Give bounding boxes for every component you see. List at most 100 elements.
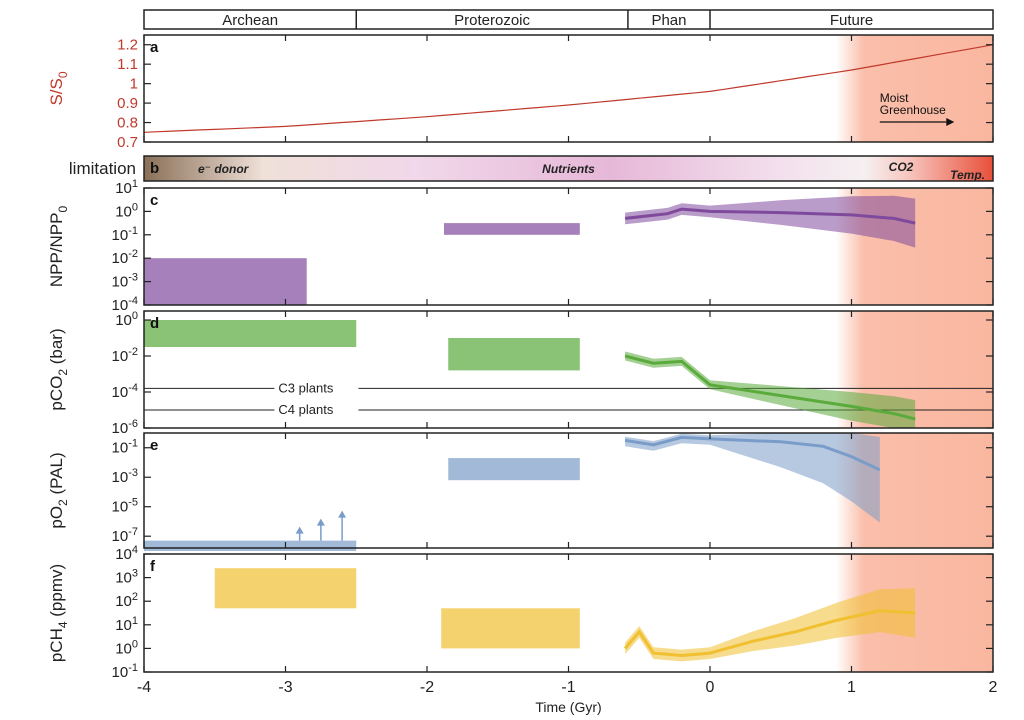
- panel-e-ytick-label-0-base: 10: [112, 440, 129, 457]
- panel-f-ytick-label-4-exp: 0: [132, 638, 138, 650]
- panel-f-proxy-box-0: [214, 568, 357, 609]
- panel-e-ytick-label-0-exp: -1: [128, 438, 138, 450]
- panel-e-ytick-label-2-exp: -5: [128, 497, 138, 509]
- panel-c-ytick-label-2-base: 10: [112, 227, 129, 244]
- panel-e-proxy-box-1: [448, 458, 580, 481]
- panel-f-series-envelope: [625, 588, 916, 662]
- panel-a-letter: a: [150, 39, 159, 56]
- panel-a-ytick-label-3: 1: [130, 76, 138, 93]
- panel-f-ylabel: pCH4 (ppmv): [47, 564, 70, 662]
- panel-a-ylabel-main: S/S: [47, 78, 66, 105]
- eon-label-proterozoic: Proterozoic: [454, 12, 530, 29]
- panel-d-ytick-label-3-base: 10: [112, 420, 129, 437]
- panel-e-arrow-head-1: [316, 518, 325, 526]
- panel-f-ytick-label-3-exp: 1: [132, 615, 138, 627]
- panel-f-ytick-label-3: 101: [115, 615, 138, 634]
- panel-e-ylabel-main: pO: [47, 506, 66, 529]
- panel-e-ytick-label-2: 10-5: [112, 497, 138, 516]
- panel-f-ytick-label-0-exp: 4: [132, 544, 138, 556]
- panel-d-series-line: [624, 354, 916, 421]
- panel-a-ytick-label-2: 0.9: [117, 95, 138, 112]
- panel-d-refline-label-bg-0: [274, 379, 359, 395]
- panel-f-ytick-label-4-base: 10: [115, 640, 132, 657]
- panel-d-ytick-label-1-base: 10: [112, 348, 129, 365]
- panel-f-ytick-label-5: 10-1: [112, 662, 138, 681]
- panel-d-refline-label-bg-1: [274, 401, 359, 416]
- panel-c-ytick-label-4: 10-3: [112, 272, 138, 291]
- panel-d-refline-label-0: C3 plants: [278, 380, 333, 395]
- panel-a-ytick-label-1: 0.8: [117, 115, 138, 132]
- panel-f-ytick-label-3-base: 10: [115, 617, 132, 634]
- panel-c-ytick-label-4-base: 10: [112, 274, 129, 291]
- panel-d-ytick-label-2-base: 10: [112, 384, 129, 401]
- panel-d-ylabel-sub: 2: [56, 369, 70, 376]
- panel-b-label-e-donor: e⁻ donor: [198, 162, 250, 176]
- panel-e-proxy-box-0: [144, 540, 357, 551]
- panel-e-ytick-label-3-base: 10: [112, 528, 129, 545]
- eon-label-phan: Phan: [651, 12, 686, 29]
- panel-c-ytick-label-2-exp: -1: [128, 225, 138, 237]
- panel-e-ytick-label-1: 10-3: [112, 467, 138, 486]
- panel-f-ytick-label-0: 104: [115, 544, 138, 563]
- panel-c-ylabel-sub: 0: [56, 206, 70, 213]
- xtick-label-0: -4: [137, 679, 151, 696]
- panel-f-ylabel-tail: (ppmv): [47, 564, 66, 622]
- panel-c-ytick-label-5: 10-4: [112, 295, 138, 314]
- panel-c-ytick-label-5-exp: -4: [128, 295, 138, 307]
- panel-d-ytick-label-2-exp: -4: [128, 382, 138, 394]
- panel-a-ytick-label-4: 1.1: [117, 56, 138, 73]
- eon-label-future: Future: [830, 12, 873, 29]
- panel-d-ylabel-main: pCO: [47, 376, 66, 411]
- panel-d-proxy-box-1: [448, 338, 580, 371]
- panel-d-ytick-label-3: 10-6: [112, 418, 138, 437]
- panel-c-series-line: [624, 207, 916, 225]
- panel-e-ytick-label-0: 10-1: [112, 438, 138, 457]
- panel-a-ylabel-sub: 0: [56, 71, 70, 78]
- panel-c-ytick-label-0: 101: [115, 178, 138, 197]
- panel-c-proxy-box-0: [144, 258, 307, 305]
- panel-d-ylabel-tail: (bar): [47, 328, 66, 369]
- panel-d-proxy-box-0: [144, 320, 357, 347]
- panel-a-ytick-label-0: 0.7: [117, 134, 138, 151]
- panel-b-label-nutrients: Nutrients: [542, 162, 595, 176]
- panel-b-label-co2: CO2: [889, 160, 914, 174]
- panel-c-ytick-label-1: 100: [115, 201, 138, 220]
- panel-e-letter: e: [150, 437, 158, 454]
- panel-f-ytick-label-5-base: 10: [112, 664, 129, 681]
- panel-d-ytick-label-1: 10-2: [112, 346, 138, 365]
- panel-c-ylabel-main: NPP/NPP: [47, 213, 66, 288]
- panel-c-proxy-box-1: [443, 223, 580, 235]
- panel-e-arrow-head-0: [295, 526, 304, 534]
- panel-c-ytick-label-1-base: 10: [115, 203, 132, 220]
- panel-c-ytick-label-3: 10-2: [112, 248, 138, 267]
- xtick-label-6: 2: [989, 679, 998, 696]
- panel-c-ytick-label-3-base: 10: [112, 250, 129, 267]
- panel-a-ylabel: S/S0: [47, 71, 70, 105]
- panel-e-series-envelope: [625, 433, 880, 523]
- panel-d-ytick-label-1-exp: -2: [128, 346, 138, 358]
- panel-e-ytick-label-1-base: 10: [112, 469, 129, 486]
- panel-a-annotation-arrow-head: [946, 118, 955, 126]
- panel-a-series-line: [143, 44, 994, 133]
- panel-e-ytick-label-1-exp: -3: [128, 467, 138, 479]
- xtick-label-5: 1: [847, 679, 856, 696]
- panel-e-ytick-label-2-base: 10: [112, 499, 129, 516]
- x-axis-label: Time (Gyr): [535, 699, 601, 715]
- panel-a-annotation-line2: Greenhouse: [880, 103, 946, 117]
- panel-d-series-envelope: [625, 351, 916, 428]
- panel-c-ytick-label-1-exp: 0: [132, 201, 138, 213]
- panel-f-ylabel-sub: 4: [56, 621, 70, 628]
- panel-e-ytick-label-3: 10-7: [112, 526, 138, 545]
- panel-e-ytick-label-3-exp: -7: [128, 526, 138, 538]
- panel-c-ytick-label-0-exp: 1: [132, 178, 138, 190]
- panel-c-ytick-label-2: 10-1: [112, 225, 138, 244]
- panel-f-ylabel-main: pCH: [47, 628, 66, 662]
- panel-c-ylabel: NPP/NPP0: [47, 206, 70, 288]
- xtick-label-4: 0: [706, 679, 715, 696]
- eon-label-archean: Archean: [222, 12, 278, 29]
- panel-e-ylabel: pO2 (PAL): [47, 452, 70, 528]
- panel-d-refline-label-1: C4 plants: [278, 402, 333, 417]
- panel-c-letter: c: [150, 192, 158, 209]
- panel-b-band: [143, 155, 994, 182]
